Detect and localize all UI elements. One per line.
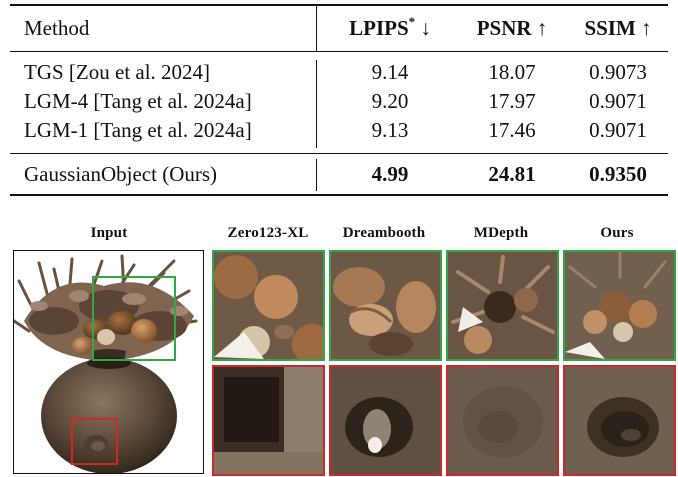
mdepth-crop-bottom: [446, 365, 559, 476]
col-label-dreambooth: Dreambooth: [342, 225, 426, 241]
table-column-divider: [316, 159, 317, 191]
table-header-rule: [10, 51, 668, 52]
row-lgm4-lpips: 9.20: [371, 89, 409, 113]
row-tgs-lpips: 9.14: [371, 60, 409, 84]
table-column-divider: [316, 60, 317, 148]
dreambooth-crop-bottom: [329, 365, 442, 476]
row-ours-method: GaussianObject (Ours): [24, 162, 218, 186]
dreambooth-crop-top: [329, 250, 442, 361]
row-ours-lpips: 4.99: [371, 162, 409, 186]
table-column-divider: [316, 5, 317, 51]
col-label-zero123: Zero123-XL: [227, 225, 309, 241]
row-tgs-psnr: 18.07: [488, 60, 536, 84]
input-object-illustration: [14, 254, 198, 473]
row-lgm4-psnr: 17.97: [488, 89, 536, 113]
mdepth-crop-top: [446, 250, 559, 361]
row-lgm1-lpips: 9.13: [371, 118, 409, 142]
zero123-crop-bottom: [212, 365, 325, 476]
table-top-rule: [10, 4, 668, 6]
green-crop-box: [92, 276, 176, 361]
header-lpips-arrow: ↓: [415, 16, 431, 40]
row-ours-psnr: 24.81: [488, 162, 536, 186]
header-psnr: PSNR ↑: [476, 16, 548, 40]
table-ours-separator: [10, 153, 668, 154]
header-lpips: LPIPS* ↓: [322, 14, 458, 40]
row-lgm1-ssim: 0.9071: [589, 118, 647, 142]
ours-crop-bottom: [563, 365, 676, 476]
col-label-input: Input: [90, 225, 128, 241]
row-lgm4-ssim: 0.9071: [589, 89, 647, 113]
col-label-ours: Ours: [600, 225, 634, 241]
red-crop-box: [71, 418, 118, 465]
row-lgm1-method: LGM-1 [Tang et al. 2024a]: [24, 118, 252, 142]
col-label-mdepth: MDepth: [473, 225, 529, 241]
header-method: Method: [24, 16, 90, 40]
row-tgs-method: TGS [Zou et al. 2024]: [24, 60, 211, 84]
row-ours-ssim: 0.9350: [589, 162, 647, 186]
table-bottom-rule: [10, 194, 668, 196]
header-lpips-asterisk: *: [408, 14, 416, 29]
zero123-crop-top: [212, 250, 325, 361]
row-tgs-ssim: 0.9073: [589, 60, 647, 84]
ours-crop-top: [563, 250, 676, 361]
header-lpips-label: LPIPS: [349, 16, 409, 40]
row-lgm1-psnr: 17.46: [488, 118, 536, 142]
input-image: [13, 250, 204, 474]
row-lgm4-method: LGM-4 [Tang et al. 2024a]: [24, 89, 252, 113]
header-ssim: SSIM ↑: [584, 16, 652, 40]
